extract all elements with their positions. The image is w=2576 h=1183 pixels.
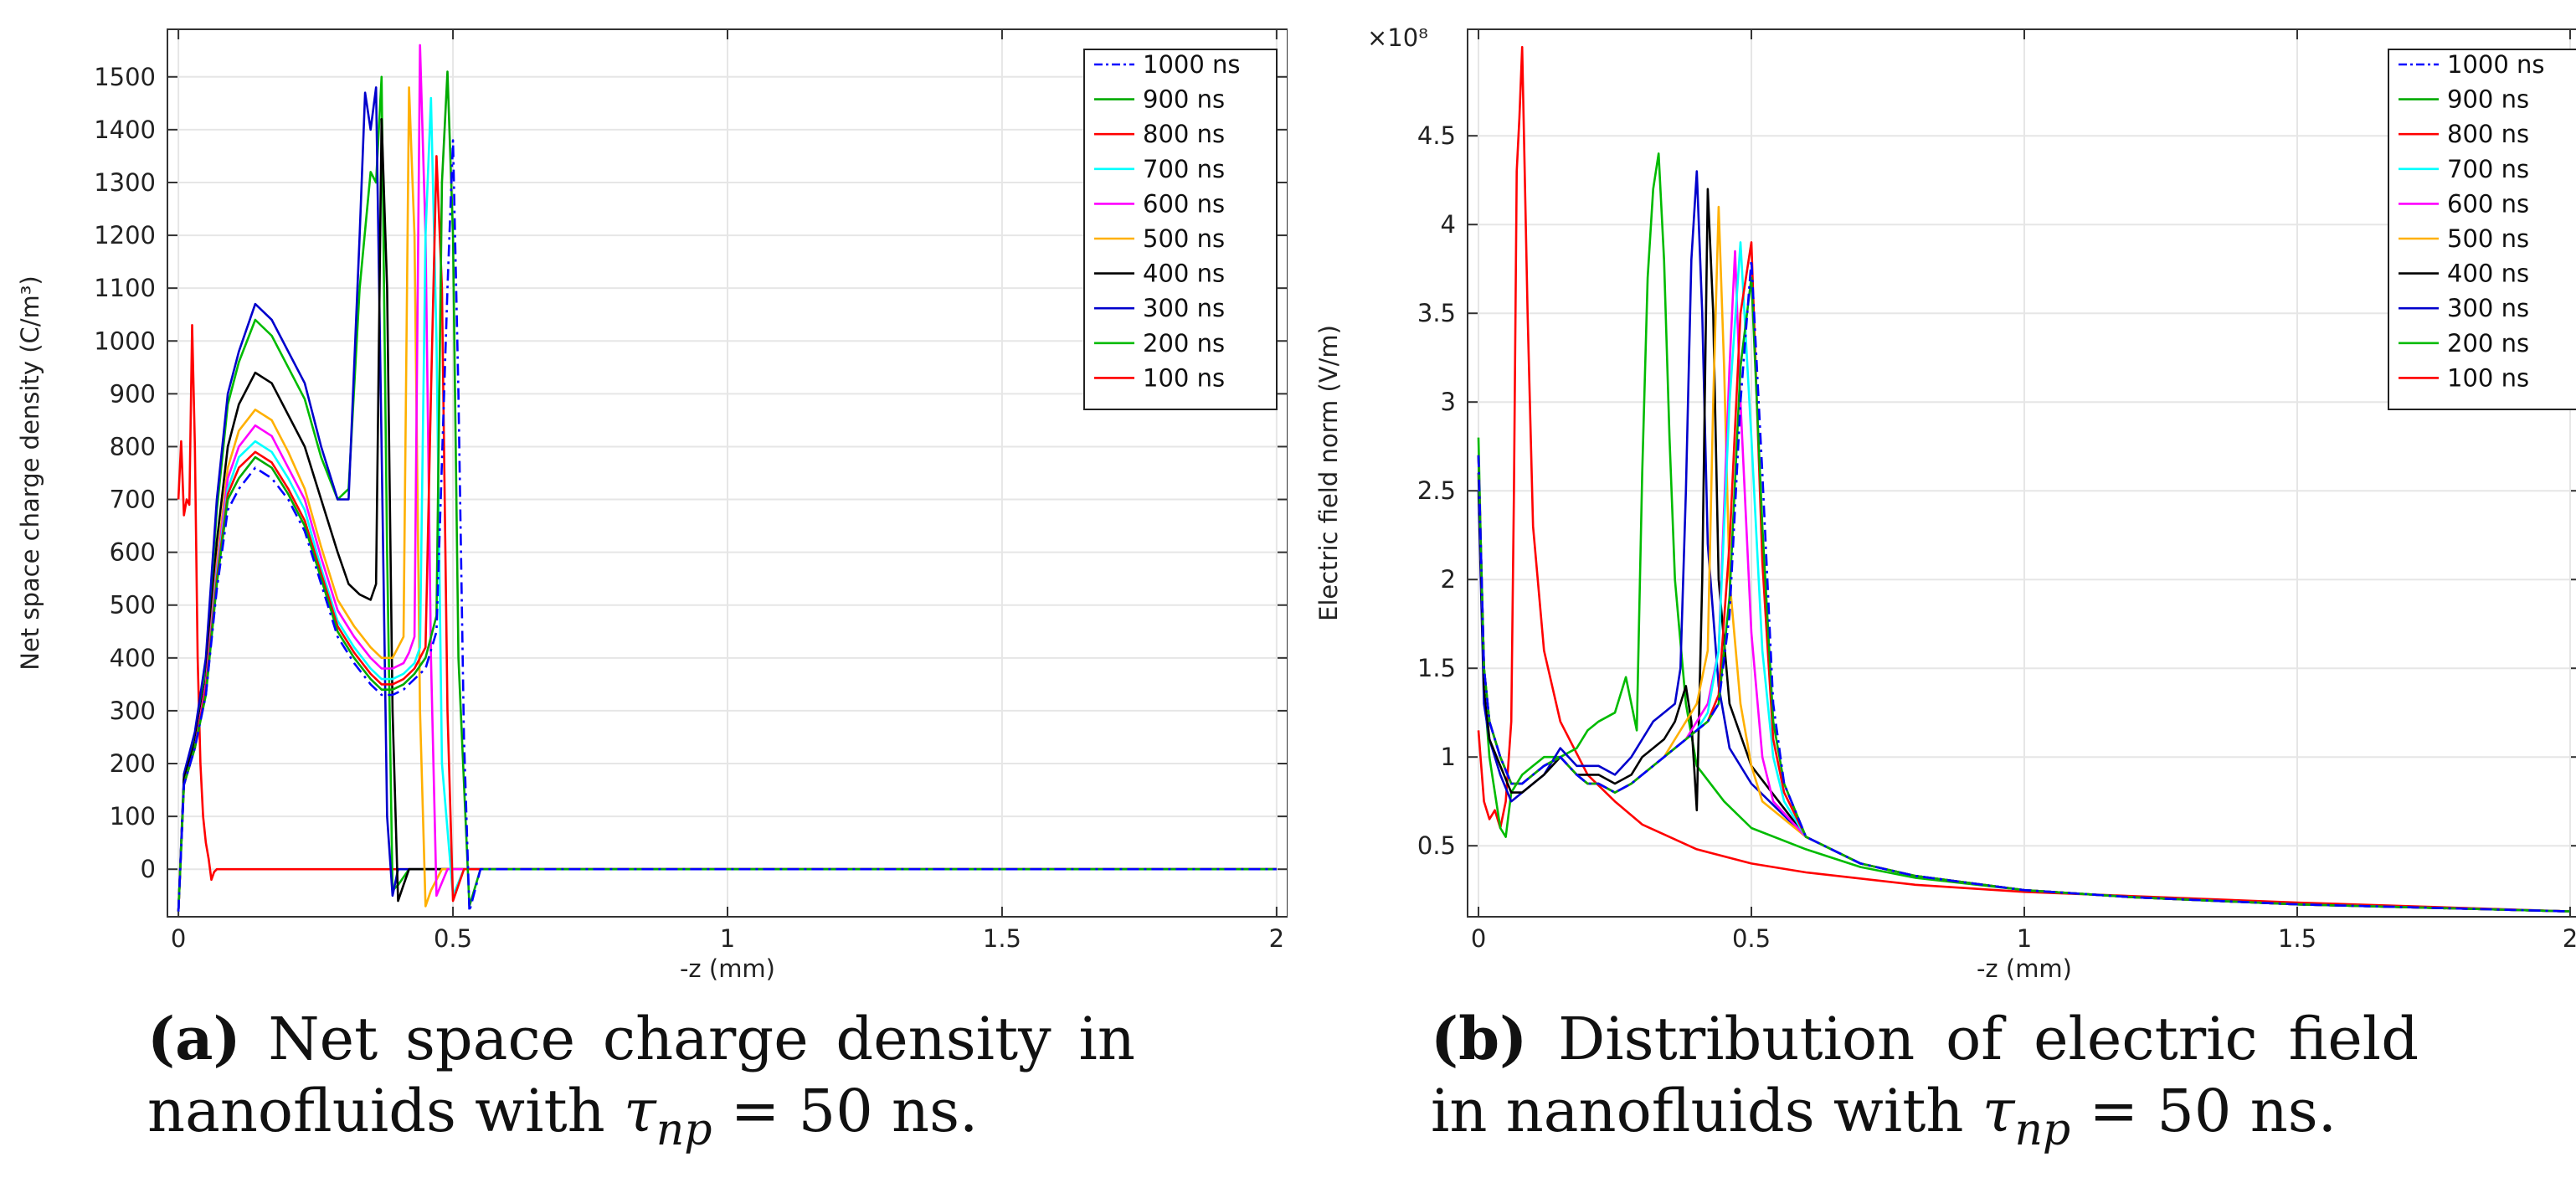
y-tick-label: 1 bbox=[1441, 743, 1456, 771]
x-tick-label: 1.5 bbox=[2278, 924, 2316, 953]
legend-entry: 300 ns bbox=[1143, 294, 1225, 322]
y-axis-label: Net space charge density (C/m³) bbox=[16, 275, 44, 670]
legend-entry: 700 ns bbox=[2447, 155, 2529, 183]
y-tick-label: 2.5 bbox=[1417, 476, 1456, 505]
legend-box bbox=[2388, 49, 2576, 410]
legend-entry: 1000 ns bbox=[1143, 50, 1241, 79]
legend-entry: 500 ns bbox=[1143, 224, 1225, 253]
series-line-1000-ns bbox=[177, 139, 1277, 913]
legend-entry: 700 ns bbox=[1143, 155, 1225, 183]
x-tick-label: 1 bbox=[2017, 924, 2032, 953]
series-group bbox=[1477, 45, 2571, 913]
legend-box bbox=[1083, 49, 1278, 410]
x-tick-label: 0.5 bbox=[1732, 924, 1771, 953]
legend-entry: 200 ns bbox=[1143, 329, 1225, 357]
caption-b-subscript: np bbox=[2014, 1105, 2071, 1155]
caption-b-symbol: τ bbox=[1982, 1077, 2015, 1145]
y-tick-label: 900 bbox=[110, 379, 156, 408]
legend-entry: 900 ns bbox=[2447, 85, 2529, 114]
caption-b-label: (b) bbox=[1431, 1004, 1528, 1073]
legend-entry: 600 ns bbox=[1143, 189, 1225, 218]
y-tick-label: 200 bbox=[110, 749, 156, 778]
y-tick-label: 400 bbox=[110, 644, 156, 672]
panel-a: 0 0.5 1 1.5 2 0 100 200 300 400 500 600 700 800 900 100… bbox=[16, 28, 1288, 1166]
y-scale-label: ×10⁸ bbox=[1367, 23, 1428, 52]
y-tick-label: 600 bbox=[110, 538, 156, 567]
legend-entry: 300 ns bbox=[2447, 294, 2529, 322]
caption-b: (b) Distribution of electric field in na… bbox=[1431, 1003, 2419, 1166]
legend-entry: 800 ns bbox=[1143, 120, 1225, 148]
y-tick-label: 0 bbox=[141, 855, 156, 883]
legend-entry: 200 ns bbox=[2447, 329, 2529, 357]
caption-b-text: Distribution of electric field in nanofl… bbox=[1431, 1005, 2419, 1145]
caption-a-text: Net space charge density in nanofluids w… bbox=[147, 1005, 1135, 1145]
y-tick-label: 700 bbox=[110, 486, 156, 514]
y-axis-label: Electric field norm (V/m) bbox=[1314, 325, 1343, 621]
x-axis-label: -z (mm) bbox=[1977, 954, 2072, 983]
series-line-500-ns bbox=[177, 86, 1277, 912]
y-tick-label: 2 bbox=[1441, 565, 1456, 594]
legend-entry: 100 ns bbox=[2447, 363, 2529, 392]
panel-b: 0 0.5 1 1.5 2 0.5 1 1.5 2 2.5 3 3.5 4 4.5 -z (mm) Elect… bbox=[1288, 0, 2576, 1183]
y-tick-label: 0.5 bbox=[1417, 831, 1456, 860]
legend-entry: 500 ns bbox=[2447, 224, 2529, 253]
caption-a: (a) Net space charge density in nanoflui… bbox=[147, 1003, 1135, 1166]
y-tick-label: 1500 bbox=[94, 63, 156, 91]
series-line-1000-ns bbox=[1477, 259, 2571, 913]
x-tick-label: 0.5 bbox=[434, 924, 472, 953]
y-tick-label: 3 bbox=[1441, 388, 1456, 416]
legend-entry: 100 ns bbox=[1143, 363, 1225, 392]
y-tick-label: 4.5 bbox=[1417, 121, 1456, 150]
legend-entry: 900 ns bbox=[1143, 85, 1225, 114]
x-tick-label: 2 bbox=[2563, 924, 2576, 953]
y-tick-label: 1200 bbox=[94, 221, 156, 249]
caption-a-value: = 50 ns. bbox=[730, 1077, 979, 1145]
x-tick-label: 1.5 bbox=[983, 924, 1021, 953]
caption-b-value: = 50 ns. bbox=[2089, 1077, 2337, 1145]
caption-a-symbol: τ bbox=[623, 1077, 656, 1145]
legend: 1000 ns 900 ns 800 ns 700 ns 600 ns 500 ns 400… bbox=[1083, 49, 1278, 410]
x-tick-label: 2 bbox=[1269, 924, 1284, 953]
series-group bbox=[177, 44, 1277, 913]
chart-electric-field: 0 0.5 1 1.5 2 0.5 1 1.5 2 2.5 3 3.5 4 4.5 -z (mm) Elect… bbox=[1314, 23, 2576, 983]
series-line-900-ns bbox=[177, 70, 1277, 912]
chart-net-space-charge: 0 0.5 1 1.5 2 0 100 200 300 400 500 600 700 800 900 100… bbox=[16, 28, 1288, 983]
legend-entry: 1000 ns bbox=[2447, 50, 2545, 79]
legend-entry: 400 ns bbox=[1143, 260, 1225, 288]
y-tick-label: 300 bbox=[110, 697, 156, 725]
legend-entry: 400 ns bbox=[2447, 260, 2529, 288]
legend-entry: 600 ns bbox=[2447, 189, 2529, 218]
y-tick-label: 1000 bbox=[94, 327, 156, 355]
y-tick-label: 800 bbox=[110, 432, 156, 460]
y-tick-label: 1400 bbox=[94, 116, 156, 144]
y-tick-label: 4 bbox=[1441, 210, 1456, 239]
y-tick-label: 100 bbox=[110, 802, 156, 831]
x-tick-label: 0 bbox=[1471, 924, 1486, 953]
x-tick-label: 0 bbox=[171, 924, 186, 953]
caption-a-label: (a) bbox=[147, 1004, 241, 1073]
legend-entry: 800 ns bbox=[2447, 120, 2529, 148]
y-tick-label: 3.5 bbox=[1417, 299, 1456, 327]
y-tick-label: 1300 bbox=[94, 168, 156, 197]
legend: 1000 ns 900 ns 800 ns 700 ns 600 ns 500 ns 400… bbox=[2388, 49, 2576, 410]
y-tick-label: 500 bbox=[110, 591, 156, 620]
series-line-400-ns bbox=[177, 118, 1277, 912]
y-tick-label: 1.5 bbox=[1417, 654, 1456, 682]
y-tick-label: 1100 bbox=[94, 274, 156, 302]
x-tick-label: 1 bbox=[720, 924, 735, 953]
x-axis-label: -z (mm) bbox=[680, 954, 775, 983]
caption-a-subscript: np bbox=[656, 1105, 712, 1155]
series-line-600-ns bbox=[177, 44, 1277, 912]
